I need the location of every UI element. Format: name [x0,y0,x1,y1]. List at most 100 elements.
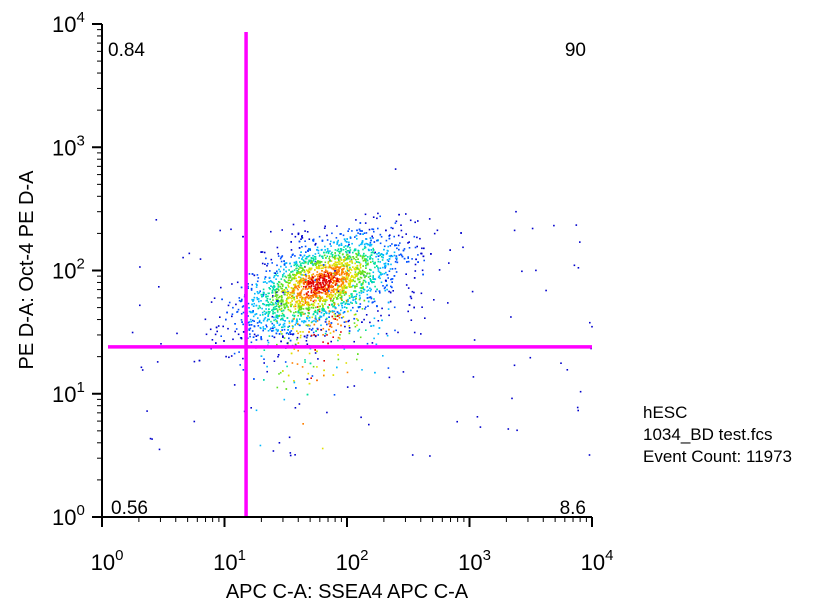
quadrant-lower-right-label: 8.6 [560,498,586,519]
event-dot [298,318,301,320]
event-dot [377,270,380,272]
event-dot [292,289,295,292]
event-dot [321,270,323,272]
event-dot [297,323,299,325]
event-dot [328,328,330,331]
event-dot [438,269,441,271]
event-dot [351,294,353,297]
event-dot [327,266,330,269]
event-dot [344,259,346,261]
event-dot [348,327,351,329]
event-dot [346,272,348,274]
event-dot [348,264,351,266]
event-dot [336,273,339,275]
event-dot [400,224,402,226]
event-dot [285,266,287,268]
event-dot [250,324,253,326]
event-dot [277,300,279,302]
event-dot [374,285,376,288]
event-dot [328,276,331,278]
event-dot [353,296,356,298]
event-dot [472,376,475,378]
event-dot [300,334,302,337]
event-dot [297,288,299,291]
event-dot [299,306,301,308]
event-dot [237,308,240,311]
event-dot [301,236,303,238]
event-dot [318,278,320,280]
event-dot [304,297,306,299]
event-dot [334,284,337,286]
event-dot [304,260,307,263]
event-dot [318,308,321,311]
event-dot [278,306,280,309]
event-dot [199,258,202,260]
event-dot [270,320,272,323]
event-dot [309,296,312,299]
event-dot [247,283,249,285]
event-dot [280,318,282,321]
event-dot [322,278,325,280]
event-dot [308,308,311,310]
event-dot [385,332,388,335]
event-dot [388,376,391,379]
event-dot [231,283,233,285]
event-dot [369,275,372,277]
event-dot [311,320,314,323]
event-dot [131,331,134,334]
event-dot [339,266,341,269]
event-dot [338,285,340,287]
event-dot [317,275,319,278]
event-dot [267,341,270,344]
event-dot [272,310,274,313]
event-dot [238,297,241,299]
event-dot [296,295,299,297]
event-dot [298,403,301,405]
event-dot [277,275,279,277]
event-dot [336,366,338,369]
event-dot [293,305,295,308]
event-dot [305,269,308,271]
event-dot [361,269,364,272]
event-dot [330,253,332,255]
event-dot [252,336,255,338]
event-dot [158,448,161,451]
event-dot [337,303,339,305]
event-dot [321,292,324,294]
event-dot [263,379,265,381]
event-dot [338,267,340,270]
event-dot [306,393,309,396]
event-dot [300,289,303,292]
event-dot [374,251,376,254]
event-dot [449,249,451,251]
event-dot [314,275,316,277]
event-dot [253,274,256,277]
event-dot [515,210,517,213]
event-dot [351,230,353,232]
event-dot [393,254,396,257]
event-dot [312,240,315,242]
event-dot [295,301,297,303]
event-dot [317,260,319,262]
event-dot [257,298,260,300]
event-dot [345,280,347,283]
event-dot [301,246,303,248]
event-dot [324,271,327,273]
event-dot [359,276,362,279]
event-dot [368,423,370,426]
event-dot [313,287,315,290]
event-dot [291,279,293,281]
event-dot [366,273,368,275]
event-dot [284,320,286,322]
event-dot [330,278,333,281]
event-dot [370,325,372,327]
event-dot [317,287,320,289]
event-dot [357,268,359,270]
event-dot [281,317,284,320]
event-dot [392,227,394,230]
event-dot [252,315,255,318]
event-dot [317,297,319,299]
event-dot [310,285,313,288]
event-dot [329,297,331,299]
event-dot [358,261,361,264]
